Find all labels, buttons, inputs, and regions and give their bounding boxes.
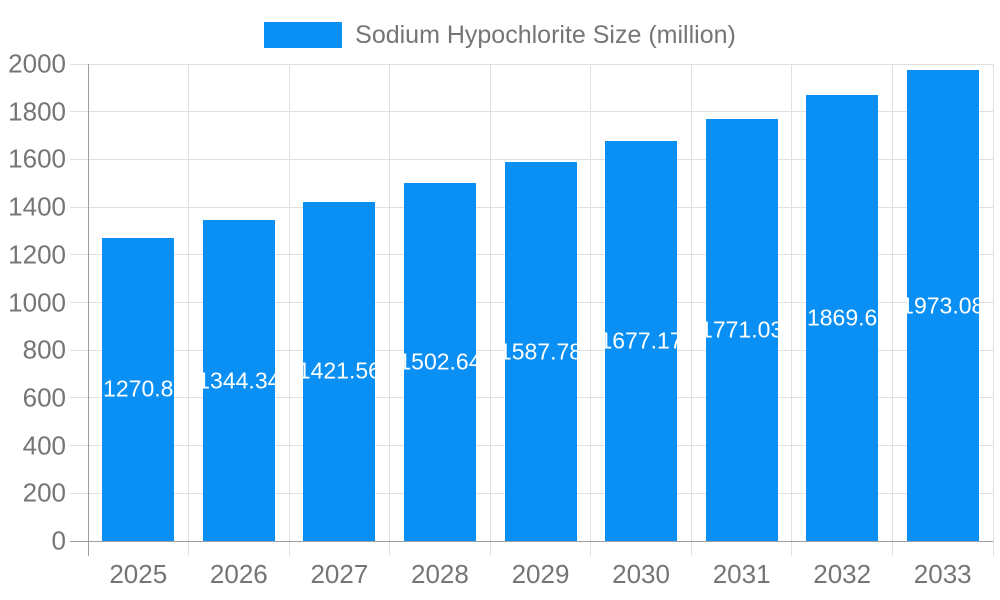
legend-label: Sodium Hypochlorite Size (million) xyxy=(355,20,736,49)
x-axis-line xyxy=(70,540,993,542)
bar-2026[interactable]: 1344.34 xyxy=(202,220,275,541)
bar-value-label: 1421.56 xyxy=(303,357,376,384)
plot-area: 1270.8 1344.34 1421.56 1502.64 1587.78 1677.1… xyxy=(88,63,994,541)
gridline-vertical xyxy=(690,64,692,541)
y-axis-tick xyxy=(70,302,88,303)
bar-2029[interactable]: 1587.78 xyxy=(504,162,577,541)
y-axis-label: 1800 xyxy=(8,96,66,127)
x-axis-tick xyxy=(489,541,491,556)
bar-value-label: 1502.64 xyxy=(403,348,476,375)
bar-value-label: 1270.8 xyxy=(103,375,174,402)
gridline-vertical xyxy=(590,64,592,541)
y-axis-tick xyxy=(70,445,88,447)
gridline-vertical xyxy=(188,64,190,541)
y-axis-tick xyxy=(70,492,88,494)
gridline-vertical xyxy=(389,64,391,541)
bar-2031[interactable]: 1771.03 xyxy=(705,118,778,541)
legend[interactable]: Sodium Hypochlorite Size (million) xyxy=(0,20,1000,50)
y-axis-tick xyxy=(70,111,88,113)
y-axis-tick xyxy=(70,397,88,399)
y-axis-line xyxy=(87,64,89,556)
x-axis-label: 2032 xyxy=(813,559,872,589)
bar-2027[interactable]: 1421.56 xyxy=(303,201,376,541)
y-axis-label: 1000 xyxy=(8,287,66,317)
y-axis-label: 1400 xyxy=(8,191,66,222)
y-axis-tick xyxy=(70,63,88,65)
x-axis-tick xyxy=(288,541,290,556)
bar-value-label: 1771.03 xyxy=(705,316,778,343)
x-axis-tick xyxy=(791,541,793,556)
x-axis-label: 2031 xyxy=(712,559,771,589)
x-axis-tick xyxy=(590,541,592,556)
y-axis-label: 200 xyxy=(22,477,66,508)
gridline-vertical xyxy=(791,64,793,541)
y-axis-label: 1600 xyxy=(8,143,66,174)
y-axis-tick xyxy=(70,349,88,351)
x-axis-tick xyxy=(690,541,692,556)
y-axis-label: 0 xyxy=(51,525,66,556)
x-axis-label: 2026 xyxy=(209,559,268,589)
bar-value-label: 1869.6 xyxy=(806,304,878,331)
y-axis-label: 2000 xyxy=(8,48,66,79)
gridline-vertical xyxy=(288,64,290,541)
y-axis-tick xyxy=(70,206,88,208)
x-axis-tick xyxy=(992,541,994,556)
y-axis-tick xyxy=(70,158,88,160)
bar-2025[interactable]: 1270.8 xyxy=(102,237,175,541)
x-axis-label: 2025 xyxy=(109,559,168,589)
gridline-vertical xyxy=(891,64,893,541)
x-axis-label: 2029 xyxy=(511,559,570,589)
x-axis-label: 2027 xyxy=(310,559,369,589)
bar-value-label: 1344.34 xyxy=(202,367,275,394)
gridline-vertical xyxy=(489,64,491,541)
gridline-horizontal xyxy=(88,158,993,160)
bar-value-label: 1587.78 xyxy=(504,338,577,365)
gridline-horizontal xyxy=(88,111,993,113)
x-axis-label: 2033 xyxy=(913,559,972,589)
legend-swatch-icon xyxy=(264,22,343,48)
y-axis-label: 1200 xyxy=(8,239,66,270)
x-axis-tick xyxy=(188,541,190,556)
bar-2030[interactable]: 1677.17 xyxy=(605,141,678,541)
y-axis-label: 400 xyxy=(22,430,66,461)
bar-value-label: 1973.08 xyxy=(906,292,979,319)
y-axis-tick xyxy=(70,254,88,256)
bar-2033[interactable]: 1973.08 xyxy=(906,70,979,541)
gridline-horizontal xyxy=(88,63,993,65)
x-axis-tick xyxy=(891,541,893,556)
bar-value-label: 1677.17 xyxy=(605,327,678,354)
bar-2032[interactable]: 1869.6 xyxy=(806,95,879,541)
x-axis-label: 2030 xyxy=(612,559,670,589)
x-axis-label: 2028 xyxy=(411,559,469,589)
y-axis-label: 800 xyxy=(22,334,66,365)
x-axis-tick xyxy=(389,541,391,556)
gridline-vertical xyxy=(992,64,994,541)
bar-2028[interactable]: 1502.64 xyxy=(403,182,476,541)
y-axis-label: 600 xyxy=(22,382,66,413)
